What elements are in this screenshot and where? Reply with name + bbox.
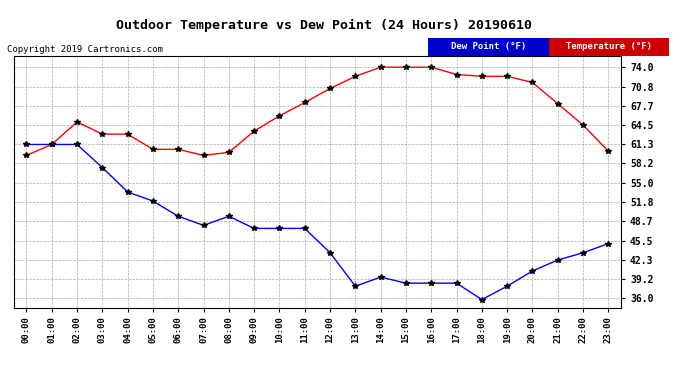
- Text: Outdoor Temperature vs Dew Point (24 Hours) 20190610: Outdoor Temperature vs Dew Point (24 Hou…: [117, 19, 532, 32]
- Text: Copyright 2019 Cartronics.com: Copyright 2019 Cartronics.com: [7, 45, 163, 54]
- Text: Temperature (°F): Temperature (°F): [566, 42, 652, 51]
- Text: Dew Point (°F): Dew Point (°F): [451, 42, 526, 51]
